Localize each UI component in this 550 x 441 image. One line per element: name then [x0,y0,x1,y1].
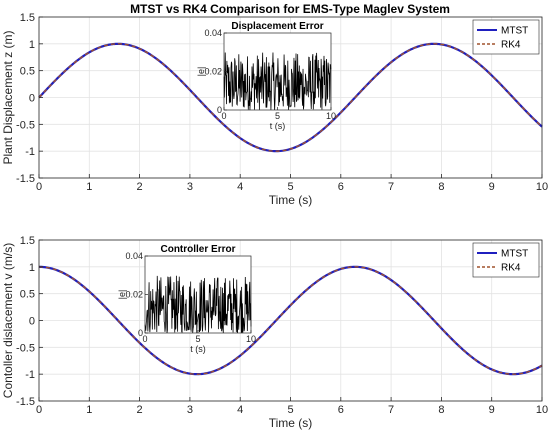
inset-y-tick-label: 0 [217,105,222,115]
y-axis-label: Plant Displacement z (m) [1,30,15,164]
legend: MTST RK4 [472,19,540,55]
inset-x-tick-label: 0 [221,111,226,121]
x-tick-label: 3 [187,404,193,416]
inset-y-tick-label: 0.04 [125,251,143,261]
x-tick-label: 10 [536,404,548,416]
inset-x-axis-label: t (s) [190,344,206,354]
y-tick-label: 1 [29,262,35,274]
legend-label-mtst: MTST [501,26,528,37]
y-tick-label: 1 [29,39,35,51]
y-tick-label: 0.5 [20,289,35,301]
series-line-rk4 [38,43,543,152]
series-line-rk4 [38,266,543,375]
y-tick-label: 1.5 [20,12,35,24]
y-tick-label: 0.5 [20,66,35,78]
x-tick-label: 10 [536,181,548,193]
y-tick-label: 0 [29,93,35,105]
x-tick-label: 0 [36,404,42,416]
y-axis-label: Contoller dislacement v (m/s) [1,243,15,398]
x-axis-label: Time (s) [269,193,313,207]
y-tick-label: -1 [25,369,35,381]
inset-x-tick-label: 0 [142,334,147,344]
inset-x-tick-label: 10 [246,334,256,344]
x-tick-label: 8 [438,404,444,416]
y-tick-label: -0.5 [16,342,35,354]
x-tick-label: 2 [137,404,143,416]
x-tick-label: 8 [438,181,444,193]
x-tick-label: 1 [86,404,92,416]
inset-title: Displacement Error [231,21,323,32]
inset-y-tick-label: 0.02 [204,67,222,77]
x-tick-label: 2 [137,181,143,193]
legend-label-rk4: RK4 [501,40,521,51]
y-tick-label: 1.5 [20,235,35,247]
inset-y-tick-label: 0 [138,328,143,338]
x-tick-label: 7 [388,404,394,416]
inset-x-tick-label: 10 [326,111,336,121]
x-tick-label: 4 [237,404,243,416]
inset-y-tick-label: 0.04 [204,28,222,38]
inset-error-line [223,52,332,110]
x-tick-label: 1 [86,181,92,193]
y-tick-label: -1.5 [16,396,35,408]
inset-x-tick-label: 5 [275,111,280,121]
x-tick-label: 7 [388,181,394,193]
x-tick-label: 4 [237,181,243,193]
inset-y-tick-label: 0.02 [125,290,143,300]
inset-chart: 0 5 10 0 0.02 0.04 Displacement Error t (s) |e| [196,21,336,131]
x-axis-label: Time (s) [269,416,313,430]
x-tick-label: 9 [489,404,495,416]
bottom-plot: 0 1 2 3 4 5 6 7 8 9 10 -1.5 -1 -0.5 0 0.5 1 1.5 Time (s) Co… [1,235,548,430]
x-tick-label: 5 [287,404,293,416]
x-tick-label: 5 [287,181,293,193]
legend-box [472,242,540,278]
legend: MTST RK4 [472,242,540,278]
legend-label-mtst: MTST [501,249,528,260]
inset-y-axis-label: |e| [196,67,206,77]
x-tick-label: 9 [489,181,495,193]
inset-y-axis-label: |e| [117,290,127,300]
x-tick-label: 3 [187,181,193,193]
y-tick-label: -1.5 [16,173,35,185]
legend-label-rk4: RK4 [501,263,521,274]
inset-x-tick-label: 5 [195,334,200,344]
x-tick-label: 6 [338,181,344,193]
y-tick-label: -0.5 [16,119,35,131]
y-tick-label: -1 [25,146,35,158]
x-tick-label: 6 [338,404,344,416]
inset-error-line [144,275,252,334]
y-tick-label: 0 [29,316,35,328]
chart-title: MTST vs RK4 Comparison for EMS-Type Magl… [130,2,450,16]
x-tick-label: 0 [36,181,42,193]
inset-x-axis-label: t (s) [270,121,286,131]
top-plot: 0 1 2 3 4 5 6 7 8 9 10 -1.5 -1 -0.5 0 0.5 1 1.5 Time (s) Pl… [1,12,548,207]
legend-box [472,19,540,55]
inset-title: Controller Error [160,244,235,255]
inset-chart: 0 5 10 0 0.02 0.04 Controller Error t (s) |e| [117,244,256,354]
